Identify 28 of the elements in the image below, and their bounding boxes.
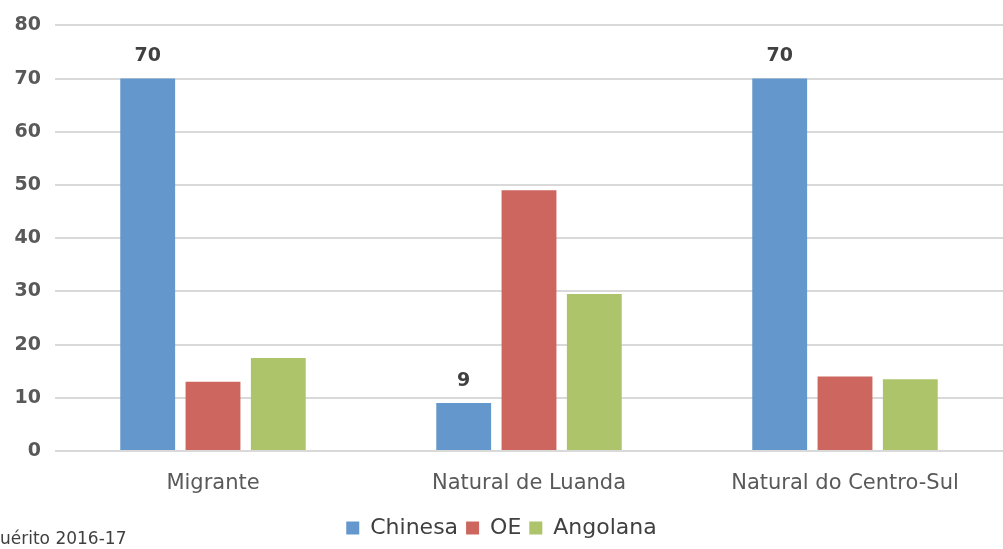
bar bbox=[566, 294, 622, 450]
bar bbox=[250, 357, 306, 450]
y-tick-label: 20 bbox=[14, 331, 41, 354]
bar bbox=[752, 78, 808, 450]
y-tick-label: 50 bbox=[14, 171, 41, 194]
bar bbox=[501, 190, 557, 450]
y-tick-label: 30 bbox=[14, 278, 41, 301]
bar bbox=[882, 379, 938, 450]
y-tick-label: 40 bbox=[14, 225, 41, 248]
bar bbox=[436, 403, 492, 450]
x-tick-label: Natural do Centro-Sul bbox=[731, 470, 959, 495]
y-tick-label: 60 bbox=[14, 118, 41, 141]
bar bbox=[120, 78, 176, 450]
x-tick-label: Natural de Luanda bbox=[431, 470, 627, 495]
y-tick-label: 80 bbox=[14, 12, 41, 35]
y-tick-label: 10 bbox=[14, 384, 41, 407]
x-tick-label: Migrante bbox=[166, 470, 260, 495]
legend-label: Chinesa bbox=[370, 513, 459, 539]
legend-label: Angolana bbox=[553, 513, 657, 539]
y-tick-label: 0 bbox=[27, 437, 41, 460]
data-label: 70 bbox=[134, 43, 161, 66]
y-tick-label: 70 bbox=[14, 65, 41, 88]
text: uérito 2016-17 bbox=[0, 528, 127, 548]
legend-label: OE bbox=[490, 513, 522, 539]
bar bbox=[817, 376, 873, 450]
data-label: 70 bbox=[766, 43, 793, 66]
bar bbox=[185, 381, 241, 450]
data-label: 9 bbox=[457, 367, 471, 390]
